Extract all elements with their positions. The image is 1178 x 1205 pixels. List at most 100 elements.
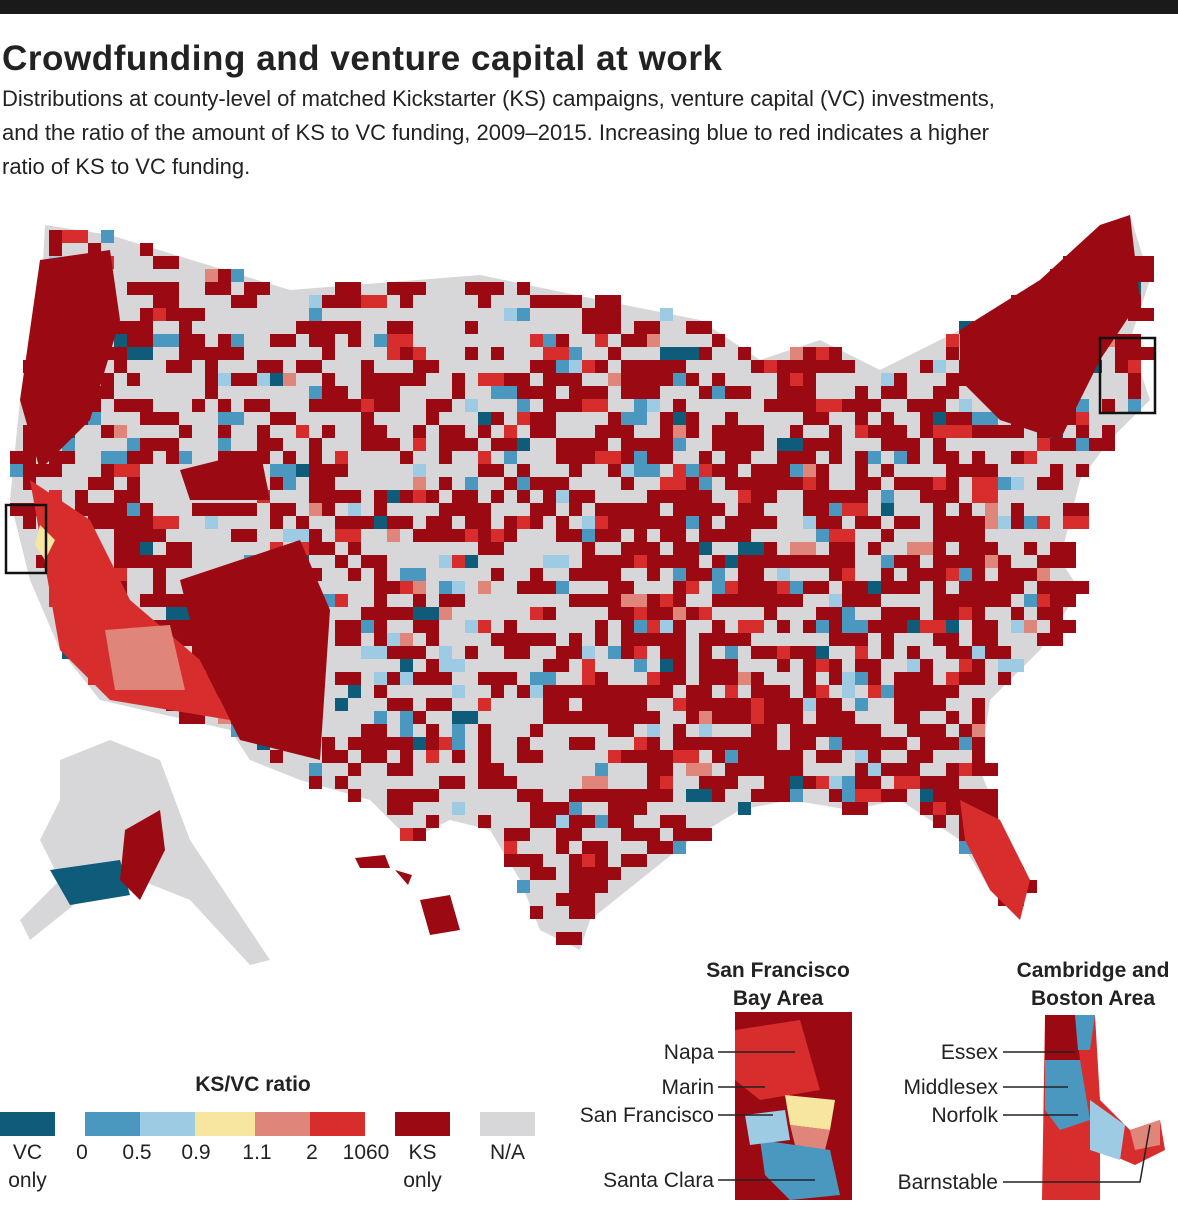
county bbox=[569, 880, 582, 893]
county bbox=[218, 425, 231, 438]
county bbox=[400, 659, 413, 672]
county bbox=[530, 516, 543, 529]
county bbox=[439, 646, 452, 659]
county bbox=[478, 425, 491, 438]
county bbox=[23, 464, 49, 477]
county bbox=[907, 516, 920, 529]
county bbox=[452, 438, 478, 451]
county bbox=[530, 815, 543, 828]
county bbox=[348, 633, 361, 646]
county bbox=[49, 230, 62, 243]
county bbox=[738, 451, 751, 464]
county bbox=[478, 295, 491, 308]
county bbox=[790, 698, 803, 711]
county bbox=[725, 412, 738, 425]
county bbox=[374, 425, 387, 438]
county bbox=[309, 776, 322, 789]
county bbox=[751, 438, 764, 451]
county bbox=[868, 451, 881, 464]
county bbox=[101, 386, 114, 399]
county bbox=[309, 438, 322, 451]
county bbox=[595, 321, 621, 334]
county bbox=[673, 646, 686, 659]
county bbox=[894, 451, 907, 464]
county bbox=[686, 828, 712, 841]
county bbox=[894, 386, 907, 399]
county bbox=[322, 399, 335, 412]
county bbox=[881, 412, 894, 425]
county bbox=[972, 464, 985, 477]
county bbox=[634, 386, 647, 399]
county bbox=[491, 490, 504, 503]
county bbox=[556, 295, 582, 308]
county bbox=[946, 607, 959, 620]
county bbox=[257, 438, 283, 451]
county bbox=[816, 438, 842, 451]
county bbox=[803, 659, 816, 672]
county bbox=[582, 568, 608, 581]
county bbox=[1050, 620, 1076, 633]
county bbox=[283, 529, 309, 542]
county bbox=[335, 282, 348, 295]
county bbox=[348, 334, 361, 347]
county bbox=[179, 308, 205, 321]
county bbox=[699, 516, 712, 529]
county bbox=[699, 529, 725, 542]
county bbox=[374, 750, 387, 763]
county bbox=[946, 672, 959, 685]
county bbox=[894, 672, 920, 685]
county bbox=[582, 490, 595, 503]
county bbox=[725, 737, 738, 750]
county bbox=[114, 529, 140, 542]
county bbox=[1128, 399, 1141, 412]
county bbox=[738, 568, 751, 581]
county bbox=[972, 724, 985, 737]
county bbox=[283, 477, 296, 490]
region bbox=[745, 1110, 790, 1145]
county bbox=[1141, 269, 1154, 282]
county bbox=[972, 490, 998, 503]
county bbox=[465, 477, 478, 490]
county bbox=[933, 425, 946, 438]
county bbox=[647, 828, 660, 841]
county bbox=[959, 464, 972, 477]
county bbox=[712, 425, 738, 438]
county bbox=[621, 516, 647, 529]
county bbox=[946, 490, 959, 503]
county bbox=[530, 724, 543, 737]
county bbox=[140, 399, 153, 412]
county bbox=[569, 438, 582, 451]
county bbox=[803, 412, 816, 425]
county bbox=[582, 659, 595, 672]
county bbox=[673, 425, 686, 438]
subtitle-line: and the ratio of the amount of KS to VC … bbox=[2, 120, 989, 145]
county bbox=[1024, 620, 1037, 633]
region bbox=[180, 450, 270, 500]
county bbox=[556, 646, 569, 659]
county bbox=[764, 789, 777, 802]
county bbox=[608, 425, 634, 438]
county bbox=[335, 633, 348, 646]
county bbox=[790, 711, 803, 724]
county bbox=[361, 412, 374, 425]
county bbox=[23, 516, 36, 529]
county bbox=[1102, 399, 1115, 412]
county bbox=[114, 425, 127, 438]
county bbox=[1011, 620, 1024, 633]
county bbox=[738, 594, 751, 607]
county bbox=[972, 477, 998, 490]
county bbox=[465, 620, 478, 633]
county bbox=[764, 607, 777, 620]
county bbox=[335, 529, 361, 542]
county bbox=[647, 321, 660, 334]
region bbox=[735, 1020, 820, 1100]
county bbox=[1024, 542, 1037, 555]
county bbox=[959, 763, 972, 776]
county bbox=[920, 399, 946, 412]
county bbox=[127, 490, 140, 503]
county bbox=[179, 555, 192, 568]
county bbox=[478, 750, 491, 763]
county bbox=[218, 503, 231, 516]
county bbox=[452, 750, 465, 763]
county bbox=[920, 425, 933, 438]
